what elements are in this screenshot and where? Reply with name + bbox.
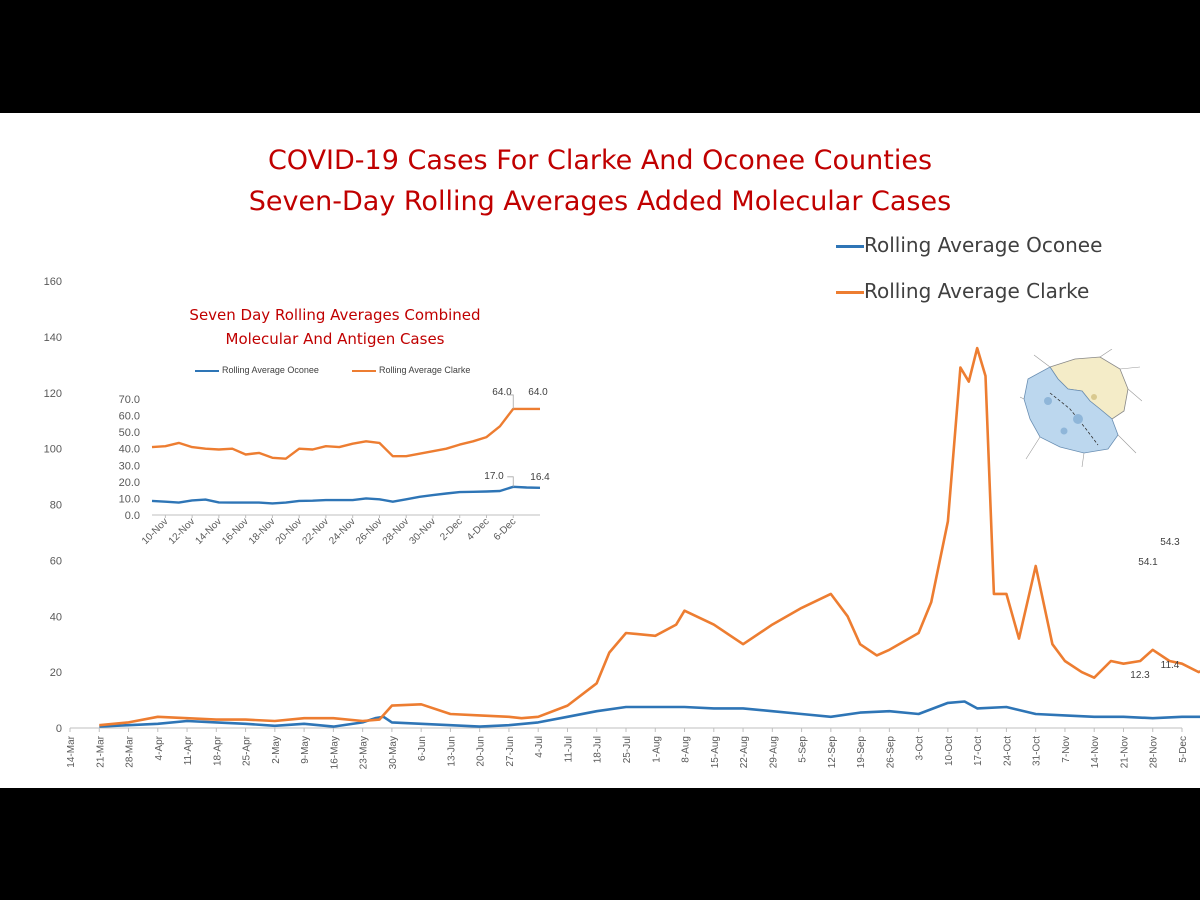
- main-x-tick-label: 15-Aug: [710, 736, 721, 768]
- inset-legend-label-oconee: Rolling Average Oconee: [222, 365, 319, 375]
- inset-y-tick-label: 0.0: [125, 510, 140, 522]
- chart-panel: COVID-19 Cases For Clarke And Oconee Cou…: [0, 113, 1200, 788]
- main-y-tick-label: 140: [44, 332, 62, 344]
- main-x-tick-label: 9-May: [300, 736, 311, 764]
- main-x-tick-label: 28-Mar: [125, 735, 136, 767]
- inset-legend-entry-clarke: Rolling Average Clarke: [352, 363, 470, 377]
- series-line-oconee: [99, 700, 1200, 728]
- legend-entry-clarke: Rolling Average Clarke: [836, 279, 1089, 303]
- main-x-tick-label: 18-Apr: [212, 735, 223, 766]
- legend-swatch-clarke: [836, 291, 864, 294]
- main-x-tick-label: 21-Mar: [95, 735, 106, 767]
- inset-legend-label-clarke: Rolling Average Clarke: [379, 365, 471, 375]
- main-y-tick-label: 0: [56, 723, 62, 735]
- legend-label-oconee: Rolling Average Oconee: [864, 233, 1103, 257]
- main-x-tick-label: 10-Oct: [944, 736, 955, 766]
- main-x-tick-label: 22-Aug: [739, 736, 750, 768]
- main-x-tick-label: 21-Nov: [1119, 736, 1130, 768]
- county-map-icon: [1020, 349, 1142, 467]
- inset-legend-swatch-oconee: [195, 369, 219, 372]
- legend-swatch-oconee: [836, 245, 864, 248]
- data-label-clarke-last: 54.1: [1138, 557, 1158, 568]
- main-x-tick-label: 17-Oct: [973, 736, 984, 766]
- legend-entry-oconee: Rolling Average Oconee: [836, 233, 1102, 257]
- inset-data-label-clarke-last: 64.0: [528, 387, 548, 398]
- main-x-tick-label: 29-Aug: [768, 736, 779, 768]
- chart-title: COVID-19 Cases For Clarke And Oconee Cou…: [0, 140, 1200, 222]
- data-label-oconee-prev: 12.3: [1130, 670, 1150, 681]
- inset-legend-swatch-clarke: [352, 369, 376, 372]
- main-x-tick-label: 11-Jul: [563, 736, 574, 763]
- main-x-tick-label: 11-Apr: [183, 735, 194, 765]
- main-x-tick-label: 5-Dec: [1178, 736, 1189, 763]
- main-x-tick-label: 31-Oct: [1032, 736, 1043, 766]
- inset-y-tick-label: 20.0: [119, 477, 140, 489]
- inset-chart-title: Seven Day Rolling Averages Combined Molec…: [150, 303, 520, 351]
- main-x-tick-label: 28-Nov: [1149, 736, 1160, 768]
- main-y-tick-label: 60: [50, 555, 62, 567]
- chart-title-line-1: COVID-19 Cases For Clarke And Oconee Cou…: [267, 145, 933, 176]
- inset-data-label-leader: [507, 476, 514, 487]
- main-y-tick-label: 160: [44, 276, 62, 288]
- main-chart-series: 54.354.1 12.3 11.4: [99, 346, 1200, 728]
- main-x-tick-label: 16-May: [329, 736, 340, 769]
- inset-y-tick-label: 70.0: [119, 394, 140, 406]
- inset-y-tick-label: 60.0: [119, 411, 140, 423]
- main-x-tick-label: 24-Oct: [1002, 736, 1013, 766]
- data-label-oconee-last: 11.4: [1161, 660, 1180, 671]
- main-y-tick-label: 40: [50, 611, 62, 623]
- main-y-tick-label: 100: [44, 444, 62, 456]
- inset-data-label-clarke-first: 64.0: [492, 387, 512, 398]
- main-x-tick-label: 4-Apr: [154, 735, 165, 760]
- main-y-tick-label: 20: [50, 667, 62, 679]
- inset-series-line-oconee: [151, 485, 541, 505]
- main-x-tick-label: 18-Jul: [593, 736, 604, 763]
- main-x-tick-label: 5-Sep: [798, 736, 809, 763]
- legend-label-clarke: Rolling Average Clarke: [864, 279, 1090, 303]
- main-y-tick-label: 120: [44, 388, 62, 400]
- data-label-clarke-prev: 54.3: [1160, 537, 1180, 548]
- main-x-tick-label: 23-May: [359, 736, 370, 769]
- inset-data-label-oconee-first: 17.0: [484, 471, 504, 482]
- main-y-tick-label: 80: [50, 500, 62, 512]
- main-x-tick-label: 19-Sep: [856, 736, 867, 769]
- main-x-tick-label: 14-Mar: [66, 735, 77, 767]
- chart-title-line-2: Seven-Day Rolling Averages Added Molecul…: [248, 186, 952, 217]
- main-x-tick-label: 3-Oct: [915, 736, 926, 761]
- main-x-tick-label: 12-Sep: [827, 736, 838, 769]
- main-x-tick-label: 13-Jun: [446, 736, 457, 767]
- chart-canvas: 0 20 40 60 80 100 120 140 160 14-Mar 21-Mar 28-Mar 4…: [44, 276, 1200, 769]
- inset-chart-axes: 0.010.020.030.040.050.060.070.010-Nov12-…: [112, 321, 560, 577]
- inset-legend-entry-oconee: Rolling Average Oconee: [195, 363, 319, 377]
- main-x-tick-label: 25-Apr: [242, 735, 253, 766]
- main-x-tick-label: 30-May: [388, 736, 399, 769]
- inset-chart-series: 64.0 64.0 17.0 16.4: [151, 387, 550, 505]
- inset-background: [112, 321, 560, 577]
- main-x-tick-label: 2-May: [271, 736, 282, 764]
- inset-title-line-1: Seven Day Rolling Averages Combined: [189, 306, 481, 324]
- inset-data-label-oconee-last: 16.4: [530, 472, 550, 483]
- main-x-tick-label: 1-Aug: [651, 736, 662, 763]
- inset-series-line-clarke: [151, 407, 540, 460]
- main-x-tick-label: 26-Sep: [885, 736, 896, 769]
- main-x-tick-label: 4-Jul: [534, 736, 545, 758]
- inset-y-tick-label: 10.0: [119, 493, 140, 505]
- inset-y-tick-label: 40.0: [119, 444, 140, 456]
- main-x-tick-label: 20-Jun: [476, 736, 487, 767]
- inset-y-tick-label: 30.0: [119, 460, 140, 472]
- inset-y-tick-label: 50.0: [119, 427, 140, 439]
- main-x-tick-label: 8-Aug: [681, 736, 692, 763]
- series-line-clarke: [99, 346, 1200, 727]
- inset-data-label-leader: [507, 394, 514, 409]
- main-x-tick-label: 27-Jun: [505, 736, 516, 767]
- main-x-tick-label: 25-Jul: [622, 736, 633, 763]
- main-x-tick-label: 6-Jun: [417, 736, 428, 761]
- inset-title-line-2: Molecular And Antigen Cases: [225, 330, 445, 348]
- main-chart-axes: 0 20 40 60 80 100 120 140 160 14-Mar 21-Mar 28-Mar 4…: [44, 276, 1189, 769]
- main-x-tick-label: 7-Nov: [1061, 736, 1072, 763]
- main-x-tick-label: 14-Nov: [1090, 736, 1101, 768]
